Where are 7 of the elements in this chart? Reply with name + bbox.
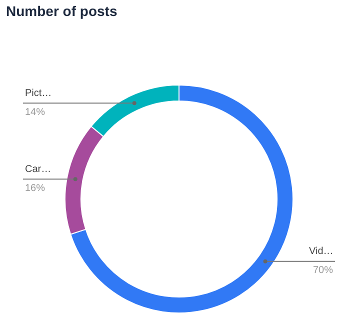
data-label: 70%	[313, 265, 334, 276]
slice-label: Pict…	[25, 88, 52, 99]
slice-label: Vid…	[309, 246, 334, 257]
chart-title: Number of posts	[6, 2, 118, 19]
data-label: 16%	[25, 183, 46, 194]
data-label: 14%	[25, 107, 46, 118]
slice-label: Car…	[25, 164, 52, 175]
